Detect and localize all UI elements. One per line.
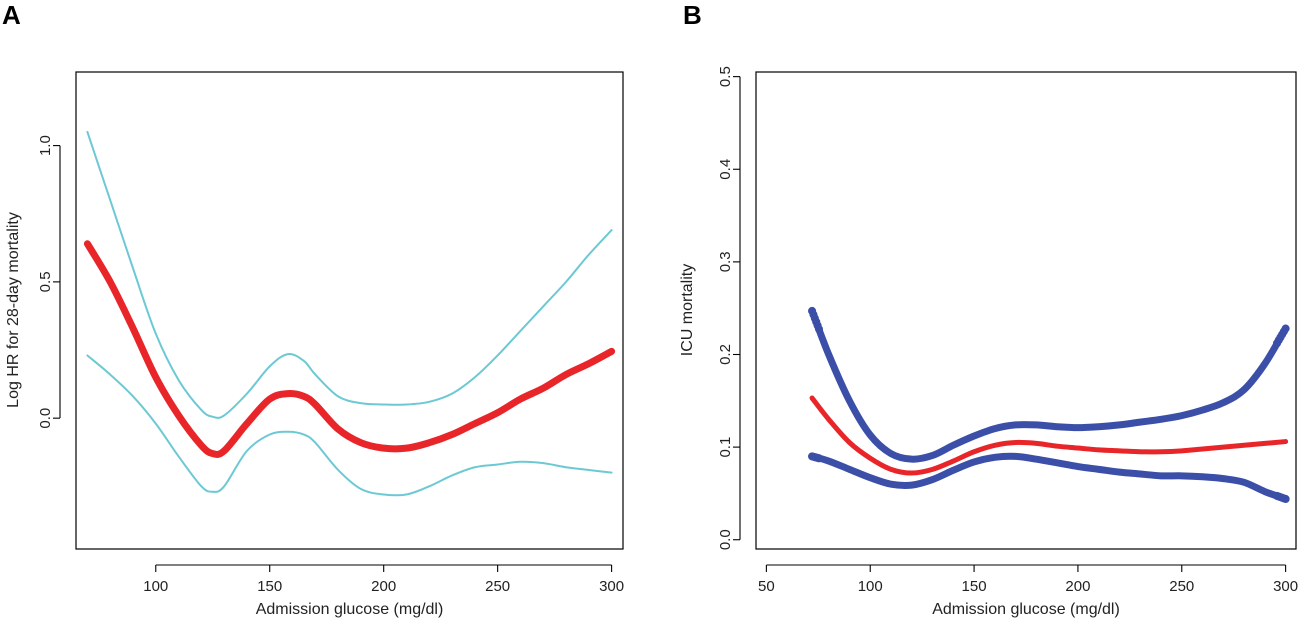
panel-b-x-tick-label: 150 — [962, 578, 987, 595]
panel-b-y-axis-title: ICU mortality — [679, 264, 696, 356]
panel-b-estimate-line — [809, 395, 1289, 476]
panel-b-lower-ci-line — [808, 452, 1290, 503]
panel-b-y-tick-label: 0.2 — [717, 344, 734, 365]
panel-a-y-tick-label: 1.0 — [37, 135, 54, 156]
panel-a-y-axis-title: Log HR for 28-day mortality — [5, 212, 22, 408]
panel-a-x-tick-label: 150 — [257, 578, 282, 595]
panel-a: A 100 150 200 250 300 0.0 0.5 1.0 Admission gluc… — [2, 0, 624, 618]
panel-b-ci-marker — [1272, 339, 1282, 348]
panel-b-ci-marker — [1272, 491, 1282, 500]
panel-b-ci-marker — [810, 314, 819, 323]
panel-b: B 50 100 150 200 250 300 0.0 0.1 0.2 0.3 0.4 0.5 Adm… — [679, 0, 1298, 618]
panel-a-plot-frame — [75, 71, 624, 550]
panel-b-x-tick-label: 300 — [1273, 578, 1298, 595]
panel-b-ci-marker — [813, 321, 822, 330]
panel-b-y-tick-label: 0.0 — [717, 529, 734, 550]
panel-b-letter: B — [683, 0, 702, 30]
panel-b-x-tick-label: 250 — [1169, 578, 1194, 595]
panel-b-ci-marker — [809, 310, 818, 319]
panel-a-x-tick-label: 200 — [371, 578, 396, 595]
panel-b-upper-ci-markers — [808, 306, 1290, 348]
panel-a-lower-ci-line — [86, 354, 613, 497]
panel-b-upper-ci-line — [808, 307, 1290, 463]
panel-b-y-tick-label: 0.5 — [717, 66, 734, 87]
panel-a-x-axis-title: Admission glucose (mg/dl) — [256, 601, 444, 618]
panel-a-x-tick-label: 250 — [485, 578, 510, 595]
panel-b-x-tick-label: 200 — [1065, 578, 1090, 595]
panel-b-x-tick-label: 50 — [758, 578, 775, 595]
panel-a-y-tick-label: 0.5 — [37, 271, 54, 292]
panel-b-y-tick-label: 0.3 — [717, 251, 734, 272]
panel-b-y-tick-label: 0.1 — [717, 437, 734, 458]
panel-b-ci-marker — [814, 454, 824, 463]
panel-a-upper-ci-line — [86, 130, 613, 419]
panel-b-plot-frame — [755, 71, 1297, 550]
panel-a-y-tick-label: 0.0 — [37, 408, 54, 429]
panel-b-ci-marker — [812, 317, 821, 326]
panel-b-x-tick-label: 100 — [858, 578, 883, 595]
panel-b-y-tick-label: 0.4 — [717, 159, 734, 180]
panel-b-lower-ci-markers — [808, 452, 1290, 504]
panel-a-x-tick-label: 100 — [143, 578, 168, 595]
panel-a-x-tick-label: 300 — [599, 578, 624, 595]
panel-a-estimate-line — [83, 240, 616, 458]
panel-b-x-axis-title: Admission glucose (mg/dl) — [932, 601, 1120, 618]
panel-b-ci-marker — [814, 325, 824, 334]
panel-b-ci-marker — [808, 306, 817, 316]
panel-a-letter: A — [2, 0, 21, 30]
